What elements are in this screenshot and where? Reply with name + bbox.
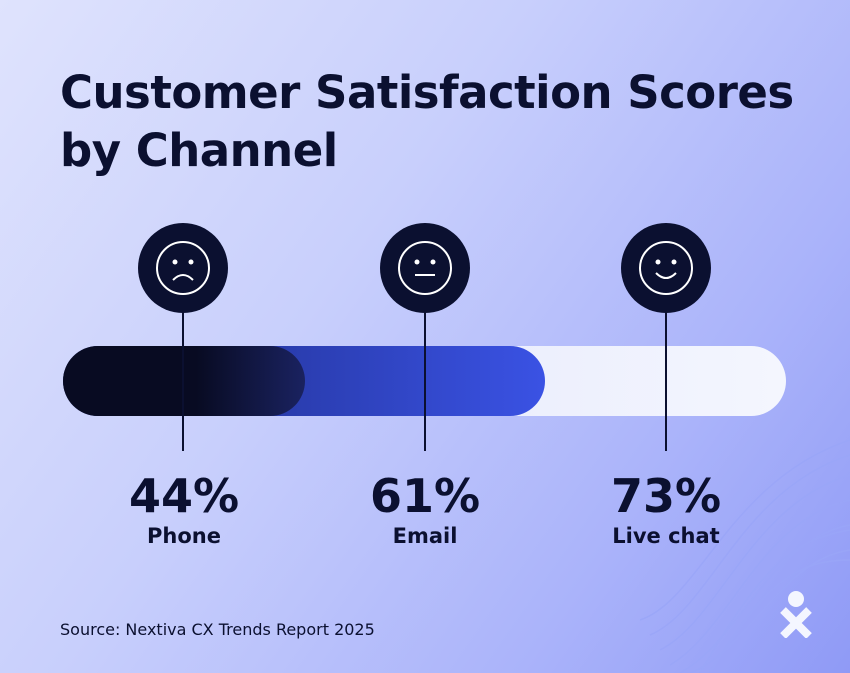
value-label-phone: 44%	[128, 469, 240, 523]
sad-face-icon	[156, 241, 210, 295]
category-label-email: Email	[392, 524, 458, 548]
value-label-email: 61%	[369, 469, 481, 523]
stat-phone: 44% Phone	[84, 470, 284, 548]
chart-title: Customer Satisfaction Scores by Channel	[60, 64, 794, 180]
source-note: Source: Nextiva CX Trends Report 2025	[60, 620, 375, 639]
bar-phone	[63, 346, 305, 416]
marker-email	[380, 223, 470, 451]
category-label-phone: Phone	[147, 524, 221, 548]
stat-live-chat: 73% Live chat	[566, 470, 766, 548]
title-line-1: Customer Satisfaction Scores	[60, 66, 794, 119]
stem-line	[665, 311, 667, 451]
category-label-live-chat: Live chat	[612, 524, 720, 548]
smiley-face-icon	[639, 241, 693, 295]
decorative-waves	[640, 439, 850, 673]
marker-phone	[138, 223, 228, 451]
marker-live-chat	[621, 223, 711, 451]
stem-line	[424, 311, 426, 451]
neutral-face-icon	[398, 241, 452, 295]
value-label-live-chat: 73%	[610, 469, 722, 523]
stem-line	[182, 311, 184, 451]
title-line-2: by Channel	[60, 124, 338, 177]
stat-email: 61% Email	[325, 470, 525, 548]
nextiva-logo	[780, 591, 812, 638]
